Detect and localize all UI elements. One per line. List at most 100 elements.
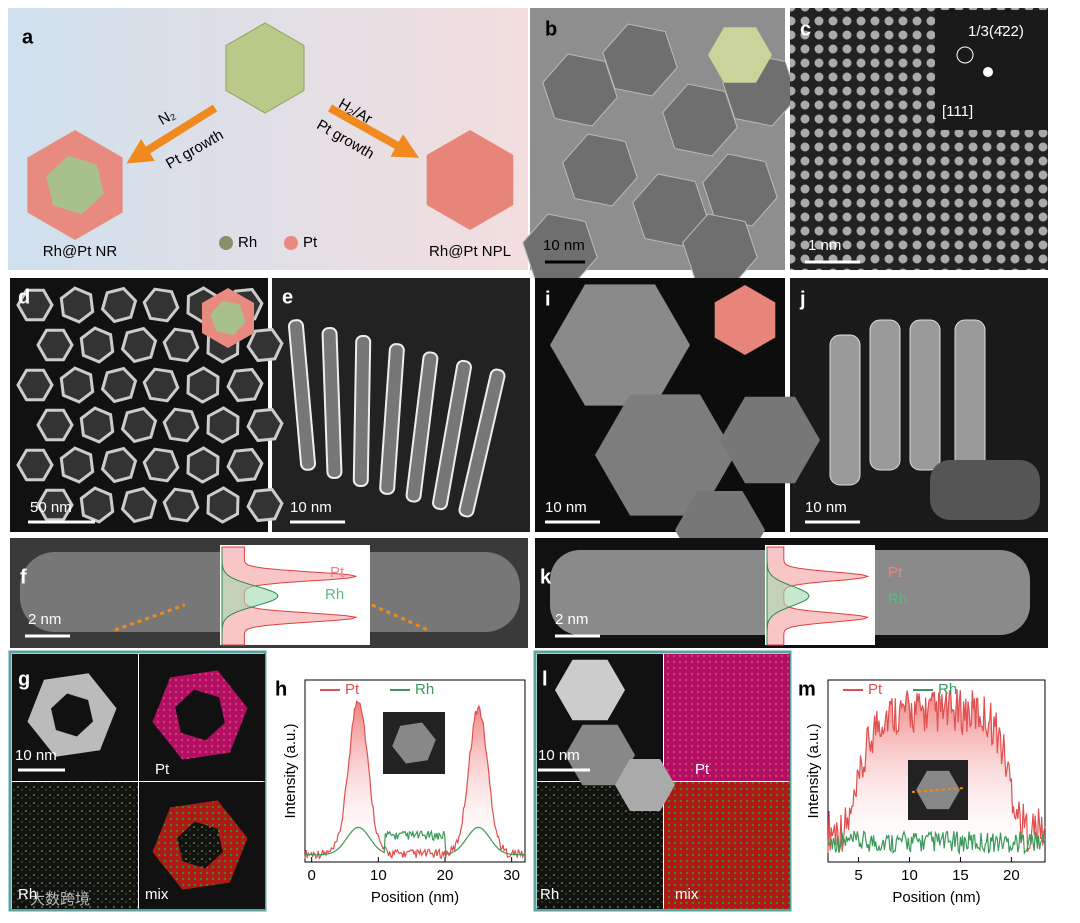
hexagon (59, 286, 95, 324)
label: Rh (540, 886, 559, 903)
legend-dot (219, 236, 233, 250)
x-tick-label: 10 (370, 867, 387, 884)
panel-bg (930, 460, 1040, 520)
x-axis-label: Position (nm) (371, 889, 459, 906)
hexagon (162, 487, 200, 523)
hexagon (162, 407, 200, 443)
hexagon (562, 133, 638, 207)
label: 2 nm (28, 611, 61, 628)
label: Pt (888, 564, 903, 581)
hexagon (100, 366, 138, 404)
nanoring (287, 319, 317, 471)
label: mix (145, 886, 169, 903)
x-tick-label: 20 (437, 867, 454, 884)
arrow (328, 104, 407, 154)
hexagon (100, 286, 138, 324)
label: l (542, 668, 548, 690)
hexagon (79, 486, 115, 524)
hexagon (246, 407, 284, 443)
hexagon (246, 487, 284, 523)
hexagon (662, 83, 738, 157)
label: 2 nm (555, 611, 588, 628)
x-tick-label: 15 (952, 867, 969, 884)
hexagon (16, 368, 54, 402)
hexagon (51, 693, 93, 737)
label: m (798, 678, 816, 700)
nanoring (321, 327, 343, 479)
hexagon (79, 326, 115, 364)
nanoring (379, 343, 405, 495)
hexagon (36, 408, 74, 442)
hexagon (46, 155, 104, 215)
label: d (18, 286, 30, 308)
hexagon (59, 446, 95, 484)
rh-curve (305, 826, 525, 856)
line-scan (911, 787, 965, 793)
arrow-head (390, 134, 419, 158)
hexagon (16, 288, 54, 322)
label: 1/3(4̄22) (968, 23, 1024, 40)
rh-curve (827, 829, 1046, 856)
label: Pt (155, 761, 170, 778)
label: k (540, 566, 552, 588)
nanoring (432, 359, 472, 511)
nanoplate (829, 334, 861, 486)
legend-label: Rh (415, 681, 434, 698)
label: f (20, 566, 27, 588)
hexagon (246, 327, 284, 363)
hexagon (426, 130, 514, 230)
hexagon (702, 153, 778, 227)
legend-label: Pt (345, 681, 360, 698)
hexagon (226, 447, 264, 483)
panel-bg (12, 782, 138, 909)
hexagon (186, 366, 220, 404)
hexagon (595, 394, 735, 516)
label: e (282, 286, 293, 308)
hexagon (602, 23, 678, 97)
x-tick-label: 30 (503, 867, 520, 884)
hexagon (226, 367, 264, 403)
hexagon (225, 22, 305, 114)
hexagon (615, 759, 675, 811)
fft-spot (983, 67, 993, 77)
pt-area (305, 701, 525, 862)
hexagon (79, 406, 115, 444)
hexagon (186, 446, 220, 484)
label: Rh (238, 234, 257, 251)
nanoring (405, 351, 439, 503)
hexagon (16, 448, 54, 482)
label: 10 nm (543, 237, 585, 254)
hexagon (142, 287, 180, 323)
hexagon (206, 406, 240, 444)
hexagon (36, 328, 74, 362)
nanoplate (869, 319, 901, 471)
legend-label: Pt (868, 681, 883, 698)
label: 10 nm (538, 747, 580, 764)
label: Rh (325, 586, 344, 603)
hexagon (120, 486, 158, 524)
layout (8, 8, 1048, 912)
hexagon (162, 327, 200, 363)
label: N₂ (155, 106, 178, 129)
hexagon (555, 659, 625, 721)
watermark: 大数跨境 (30, 890, 90, 908)
label: 50 nm (30, 499, 72, 516)
label: a (22, 26, 34, 48)
hexagon (175, 689, 225, 741)
arrow-head (126, 139, 155, 164)
hexagon (206, 486, 240, 524)
panel-bg (664, 782, 790, 909)
hexagon (36, 488, 74, 522)
nanoplate (954, 319, 986, 471)
hexagon (120, 406, 158, 444)
arrow (137, 104, 218, 159)
hexagon (177, 821, 223, 869)
hexagon (392, 722, 436, 764)
label: Pt (695, 761, 710, 778)
hexagon (720, 396, 820, 484)
x-tick-label: 5 (854, 867, 862, 884)
hexagon (708, 27, 772, 83)
label: Rh@Pt NPL (429, 243, 511, 260)
label: 1 nm (808, 237, 841, 254)
